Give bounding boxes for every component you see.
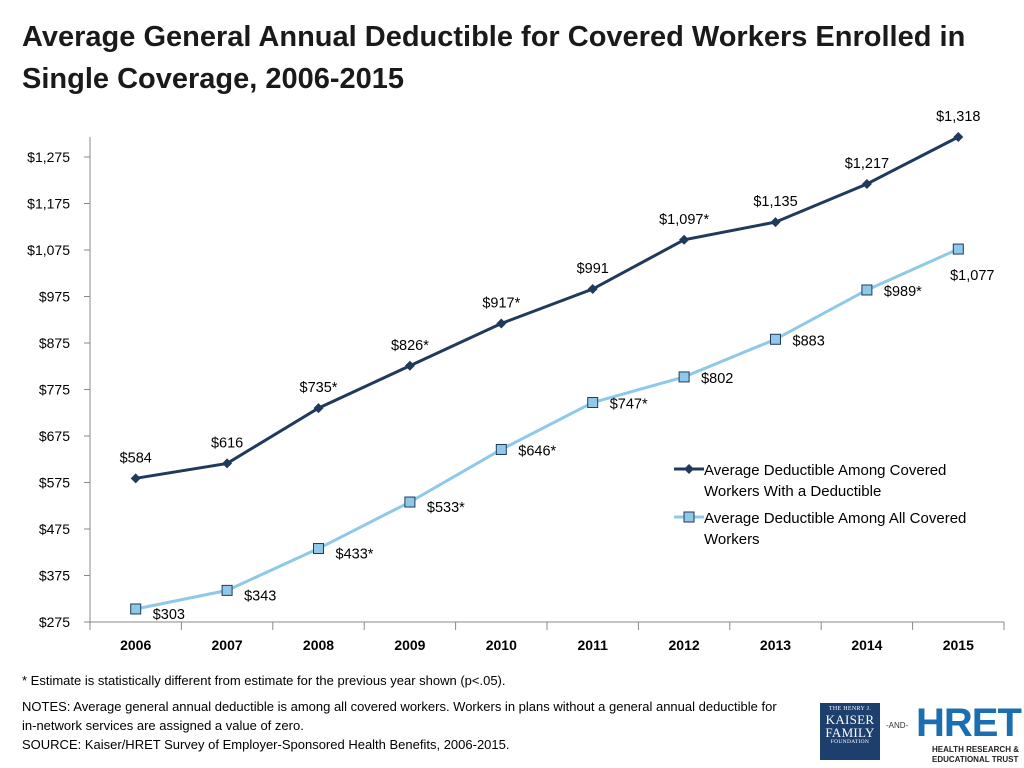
data-label-all-workers: $533* — [427, 500, 465, 516]
x-tick-label: 2010 — [486, 637, 517, 653]
chart-title: Average General Annual Deductible for Co… — [22, 21, 966, 95]
legend-label-all-workers: Average Deductible Among All Covered Wor… — [704, 510, 967, 548]
y-axis-ticks: $275 $375 $475 $575 $675 $775 $875 $975 $1,075 $1… — [27, 149, 90, 630]
point-marker-square — [221, 584, 233, 596]
point-marker-square — [404, 496, 416, 508]
data-label-with-deductible: $584 — [120, 450, 152, 466]
point-marker-square — [952, 243, 964, 255]
point-marker-diamond — [679, 234, 690, 245]
point-marker-square — [861, 284, 873, 296]
notes-block: NOTES: Average general annual deductible… — [22, 697, 782, 754]
data-label-with-deductible: $1,217 — [845, 156, 889, 172]
data-label-all-workers: $747* — [610, 397, 648, 413]
legend-swatch-dark-diamond — [674, 464, 704, 474]
data-label-all-workers: $646* — [518, 443, 556, 459]
significance-footnote: * Estimate is statistically different fr… — [22, 673, 506, 688]
y-tick-label: $1,275 — [27, 149, 70, 165]
data-labels: $584 $616 $735* $826* $917* $991 $1,097* $1,135… — [120, 109, 995, 623]
hret-sub-line2: EDUCATIONAL TRUST — [932, 755, 1019, 764]
logos: THE HENRY J. KAISER FAMILY FOUNDATION -A… — [820, 701, 1024, 765]
point-marker-diamond — [496, 318, 507, 329]
series-line-with-deductible — [135, 135, 959, 480]
point-marker-diamond — [587, 284, 598, 295]
y-tick-label: $775 — [39, 381, 70, 397]
series-markers — [130, 132, 964, 615]
kff-logo-small: THE HENRY J. — [828, 706, 872, 712]
chart-axes — [89, 137, 1005, 630]
data-label-all-workers: $1,077 — [950, 268, 994, 284]
point-marker-square — [678, 371, 690, 383]
x-tick-label: 2006 — [120, 637, 151, 653]
point-marker-diamond — [222, 458, 233, 469]
series-line-all-workers — [135, 247, 959, 611]
x-tick-label: 2009 — [394, 637, 425, 653]
y-tick-label: $975 — [39, 288, 70, 304]
point-marker-square — [130, 603, 142, 615]
point-marker-diamond — [953, 132, 964, 142]
hret-logo-subtitle: HEALTH RESEARCH & EDUCATIONAL TRUST — [932, 745, 1019, 765]
data-label-with-deductible: $735* — [300, 380, 338, 396]
data-label-with-deductible: $1,097* — [659, 212, 709, 228]
data-label-with-deductible: $991 — [577, 261, 609, 277]
kff-logo-foot: FOUNDATION — [830, 739, 870, 745]
data-label-with-deductible: $1,135 — [753, 194, 797, 210]
y-tick-label: $875 — [39, 335, 70, 351]
data-label-with-deductible: $917* — [482, 295, 520, 311]
data-label-all-workers: $433* — [336, 547, 374, 563]
kff-logo-line1: KAISER — [825, 712, 875, 727]
point-marker-diamond — [770, 217, 781, 228]
legend-swatch-light-square — [674, 511, 704, 523]
x-tick-label: 2008 — [303, 637, 334, 653]
data-label-all-workers: $303 — [153, 607, 185, 623]
kff-logo: THE HENRY J. KAISER FAMILY FOUNDATION — [820, 703, 880, 760]
and-separator: -AND- — [886, 721, 909, 730]
point-marker-square — [495, 443, 507, 455]
y-tick-label: $1,175 — [27, 195, 70, 211]
y-tick-label: $575 — [39, 474, 70, 490]
data-label-all-workers: $343 — [244, 588, 276, 604]
series-lines — [135, 135, 959, 611]
legend-item-with-deductible: Average Deductible Among Covered Workers… — [674, 460, 974, 502]
line-chart: $275 $375 $475 $575 $675 $775 $875 $975 $1,075 $1… — [27, 109, 1005, 653]
data-label-with-deductible: $1,318 — [936, 109, 980, 125]
x-tick-label: 2012 — [669, 637, 700, 653]
data-label-all-workers: $989* — [884, 284, 922, 300]
hret-sub-line1: HEALTH RESEARCH & — [932, 745, 1019, 754]
x-tick-label: 2013 — [760, 637, 791, 653]
kff-logo-line2: FAMILY — [825, 725, 875, 740]
x-tick-label: 2011 — [578, 637, 609, 653]
notes-text: NOTES: Average general annual deductible… — [22, 699, 777, 733]
point-marker-square — [770, 333, 781, 345]
x-tick-label: 2014 — [851, 637, 882, 653]
x-axis-ticks: 2006 2007 2008 2009 2010 2011 2012 2013 2014 2015 — [120, 637, 974, 653]
x-tick-label: 2007 — [212, 637, 243, 653]
legend-item-all-workers: Average Deductible Among All Covered Wor… — [674, 508, 974, 550]
point-marker-diamond — [861, 178, 872, 189]
source-text: SOURCE: Kaiser/HRET Survey of Employer-S… — [22, 737, 510, 752]
hret-logo: HRET — [916, 701, 1022, 745]
data-label-with-deductible: $826* — [391, 338, 429, 354]
point-marker-square — [587, 397, 599, 409]
y-tick-label: $475 — [39, 521, 70, 537]
point-marker-square — [313, 543, 324, 555]
y-tick-label: $275 — [39, 614, 70, 630]
point-marker-diamond — [130, 473, 141, 484]
legend-label-with-deductible: Average Deductible Among Covered Workers… — [704, 462, 947, 500]
y-tick-label: $375 — [39, 567, 70, 583]
x-tick-label: 2015 — [943, 637, 974, 653]
data-label-with-deductible: $616 — [211, 435, 243, 451]
data-label-all-workers: $883 — [793, 333, 825, 349]
data-label-all-workers: $802 — [701, 371, 733, 387]
point-marker-diamond — [313, 403, 324, 414]
y-tick-label: $1,075 — [27, 242, 70, 258]
y-tick-label: $675 — [39, 428, 70, 444]
point-marker-diamond — [404, 360, 415, 371]
chart-legend: Average Deductible Among Covered Workers… — [674, 460, 974, 556]
